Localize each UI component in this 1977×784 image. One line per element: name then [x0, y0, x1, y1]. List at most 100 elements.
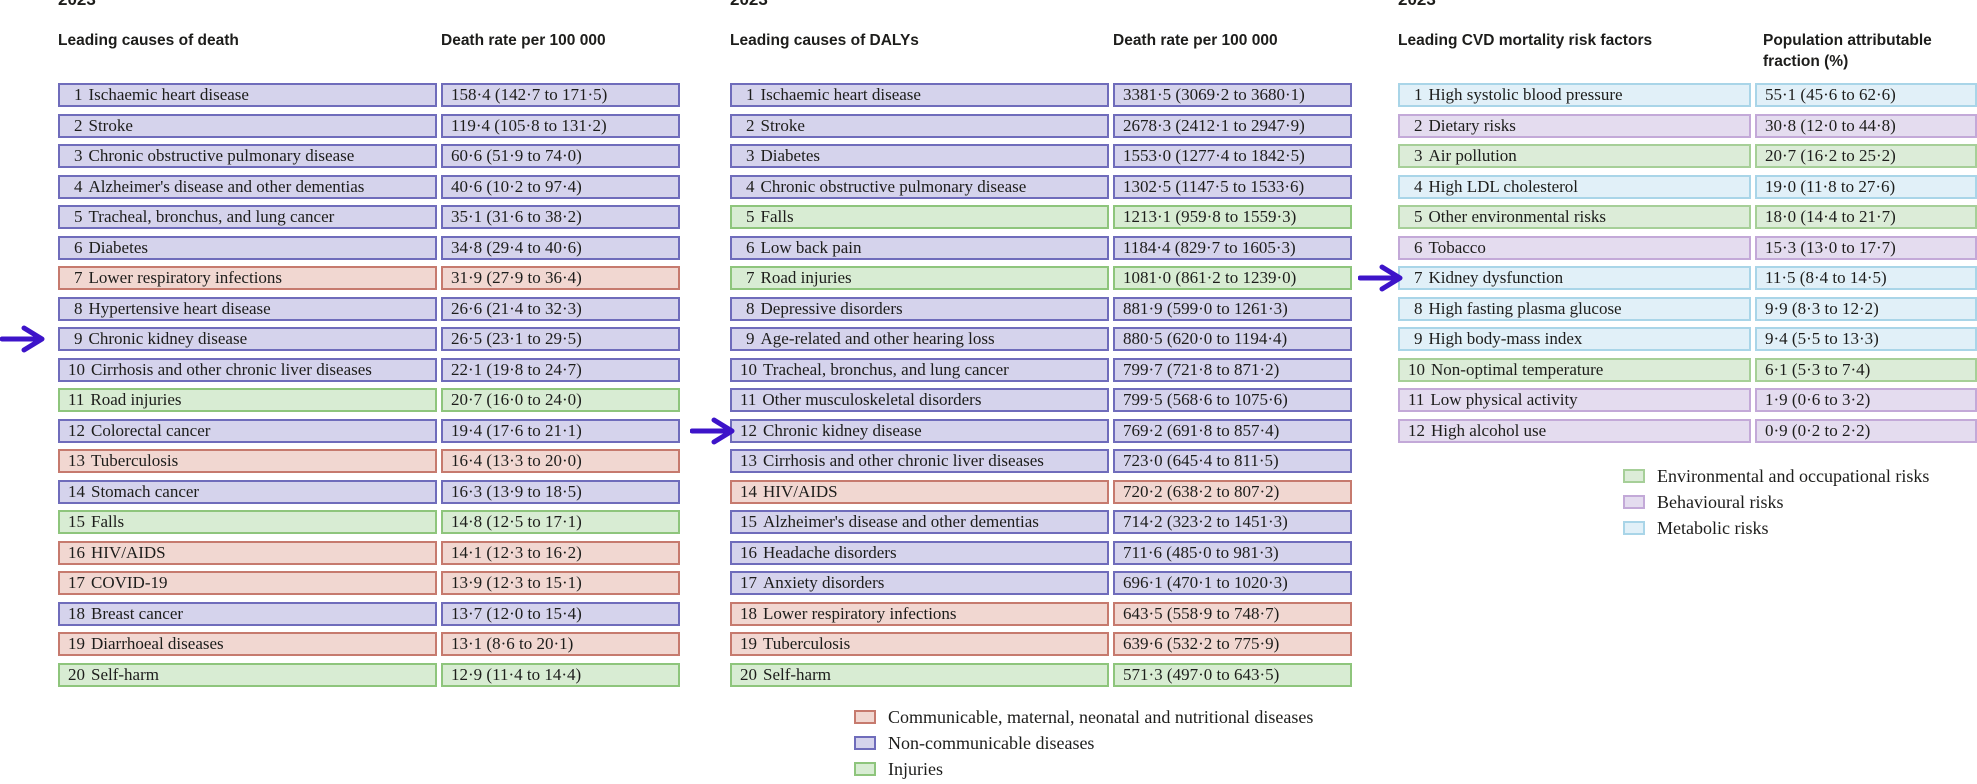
rank-number: 13: [740, 451, 757, 470]
cause-cell: 12 Colorectal cancer: [58, 418, 437, 443]
cause-cell: 7 Kidney dysfunction: [1398, 266, 1751, 290]
cause-name: HIV/AIDS: [763, 481, 838, 501]
cause-cell: 1 Ischaemic heart disease: [730, 83, 1109, 107]
cause-name: Diarrhoeal diseases: [91, 634, 224, 653]
rank-number: 18: [740, 603, 757, 623]
cause-name: Chronic obstructive pulmonary disease: [760, 176, 1027, 196]
rank-number: 2: [1414, 115, 1423, 135]
panel-year: 2023: [1398, 0, 1436, 10]
rank-number: 1: [74, 85, 83, 104]
cause-cell: 9 Chronic kidney disease: [58, 327, 437, 351]
rank-number: 9: [74, 329, 83, 348]
cause-name: Depressive disorders: [760, 298, 903, 318]
cause-cell: 15 Alzheimer's disease and other dementia…: [730, 510, 1109, 534]
cause-cell: 14 HIV/AIDS: [730, 479, 1109, 504]
cause-name: COVID-19: [91, 573, 168, 592]
cause-name: High fasting plasma glucose: [1428, 298, 1622, 318]
cause-name: Age-related and other hearing loss: [760, 329, 995, 348]
value-cell: 31·9 (27·9 to 36·4): [441, 266, 680, 290]
cause-cell: 14 Stomach cancer: [58, 479, 437, 504]
cause-cell: 6 Diabetes: [58, 235, 437, 260]
value-cell: 20·7 (16·2 to 25·2): [1755, 144, 1977, 168]
legend-swatch: [1623, 469, 1645, 483]
cause-name: Breast cancer: [91, 603, 184, 623]
value-cell: 11·5 (8·4 to 14·5): [1755, 266, 1977, 290]
value-cell: 18·0 (14·4 to 21·7): [1755, 205, 1977, 229]
cause-cell: 5 Other environmental risks: [1398, 205, 1751, 229]
value-cell: 639·6 (532·2 to 775·9): [1113, 632, 1352, 656]
legend-label: Injuries: [888, 759, 943, 779]
cause-name: Low back pain: [760, 237, 862, 257]
rank-number: 8: [74, 298, 83, 318]
cause-cell: 11 Other musculoskeletal disorders: [730, 388, 1109, 412]
deaths-panel: 2023 Leading causes of death Death rate …: [0, 0, 680, 775]
value-cell: 16·4 (13·3 to 20·0): [441, 449, 680, 473]
cause-cell: 3 Air pollution: [1398, 144, 1751, 168]
cause-cell: 2 Dietary risks: [1398, 113, 1751, 138]
cause-cell: 16 Headache disorders: [730, 540, 1109, 565]
value-cell: 22·1 (19·8 to 24·7): [441, 357, 680, 382]
rank-number: 15: [68, 512, 85, 531]
column-header-rate: Death rate per 100 000: [441, 32, 606, 49]
rank-number: 8: [746, 298, 755, 318]
cause-name: Stroke: [88, 115, 133, 135]
cause-cell: 18 Lower respiratory infections: [730, 601, 1109, 626]
cause-cell: 13 Cirrhosis and other chronic liver dise…: [730, 449, 1109, 473]
value-cell: 3381·5 (3069·2 to 3680·1): [1113, 83, 1352, 107]
column-header-rate: Death rate per 100 000: [1113, 32, 1278, 49]
panel-year: 2023: [58, 0, 96, 10]
cause-name: High alcohol use: [1431, 420, 1547, 440]
cause-cell: 10 Tracheal, bronchus, and lung cancer: [730, 357, 1109, 382]
rank-number: 13: [68, 451, 85, 470]
rank-number: 9: [746, 329, 755, 348]
cause-name: Road injuries: [760, 268, 852, 287]
legend-swatch: [854, 762, 876, 776]
cause-name: Alzheimer's disease and other dementias: [763, 512, 1039, 531]
cause-name: HIV/AIDS: [91, 542, 166, 562]
rank-number: 5: [74, 207, 83, 226]
value-cell: 19·0 (11·8 to 27·6): [1755, 174, 1977, 199]
rank-number: 6: [74, 237, 83, 257]
cause-name: Chronic kidney disease: [88, 329, 248, 348]
legend-swatch: [854, 736, 876, 750]
cause-cell: 5 Falls: [730, 205, 1109, 229]
cause-cell: 1 High systolic blood pressure: [1398, 83, 1751, 107]
cause-name: Alzheimer's disease and other dementias: [88, 176, 365, 196]
cause-name: Other musculoskeletal disorders: [762, 390, 982, 409]
rank-number: 15: [740, 512, 757, 531]
value-cell: 1081·0 (861·2 to 1239·0): [1113, 266, 1352, 290]
value-cell: 1·9 (0·6 to 3·2): [1755, 388, 1977, 412]
rank-number: 4: [746, 176, 755, 196]
rank-number: 20: [68, 664, 85, 684]
cause-name: Chronic kidney disease: [763, 420, 922, 440]
cause-name: Tracheal, bronchus, and lung cancer: [88, 207, 335, 226]
cause-name: Colorectal cancer: [91, 420, 211, 440]
risk-factors-panel: 2023 Leading CVD mortality risk factors …: [1358, 0, 1977, 775]
cause-name: High LDL cholesterol: [1428, 176, 1579, 196]
value-cell: 711·6 (485·0 to 981·3): [1113, 540, 1352, 565]
cause-name: Low physical activity: [1430, 390, 1578, 409]
legend-label: Metabolic risks: [1657, 518, 1769, 538]
cause-name: Ischaemic heart disease: [760, 85, 921, 104]
value-cell: 720·2 (638·2 to 807·2): [1113, 479, 1352, 504]
rank-number: 14: [740, 481, 757, 501]
value-cell: 0·9 (0·2 to 2·2): [1755, 418, 1977, 443]
cause-cell: 4 Alzheimer's disease and other dementias: [58, 174, 437, 199]
rank-number: 14: [68, 481, 85, 501]
cause-name: Non-optimal temperature: [1431, 359, 1604, 379]
rank-number: 17: [740, 573, 757, 592]
cause-name: Self-harm: [763, 664, 831, 684]
value-cell: 16·3 (13·9 to 18·5): [441, 479, 680, 504]
cause-cell: 19 Diarrhoeal diseases: [58, 632, 437, 656]
value-cell: 696·1 (470·1 to 1020·3): [1113, 571, 1352, 595]
rank-number: 17: [68, 573, 85, 592]
rank-number: 11: [740, 390, 757, 409]
value-cell: 20·7 (16·0 to 24·0): [441, 388, 680, 412]
legend-label: Environmental and occupational risks: [1657, 466, 1930, 486]
rank-number: 5: [746, 207, 755, 226]
column-header-cause: Leading causes of death: [58, 32, 239, 49]
cause-name: Cirrhosis and other chronic liver diseas…: [763, 451, 1044, 470]
value-cell: 26·6 (21·4 to 32·3): [441, 296, 680, 321]
value-cell: 799·7 (721·8 to 871·2): [1113, 357, 1352, 382]
rank-number: 1: [746, 85, 755, 104]
